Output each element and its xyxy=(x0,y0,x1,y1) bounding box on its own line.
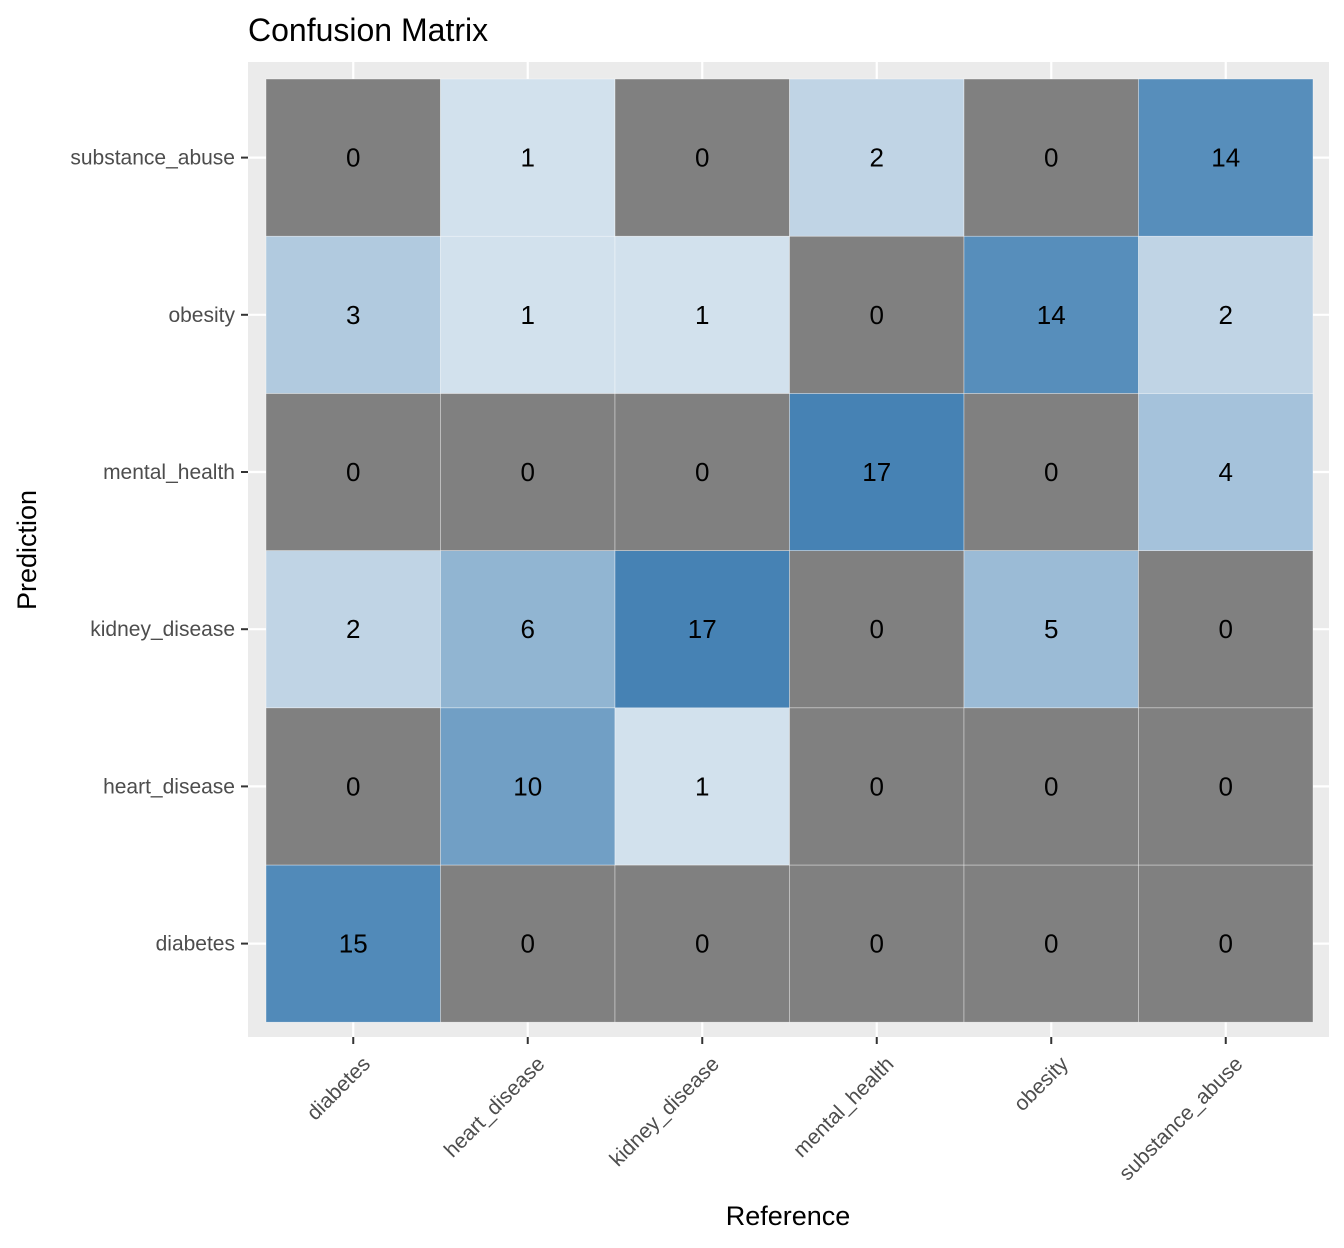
cell-value-label: 0 xyxy=(870,929,884,959)
cell-value-label: 14 xyxy=(1211,143,1240,173)
heatmap-cell xyxy=(265,864,441,1023)
cell-value-label: 0 xyxy=(346,771,360,801)
cell-value-label: 0 xyxy=(1044,771,1058,801)
cell-value-label: 0 xyxy=(521,929,535,959)
y-tick-label: diabetes xyxy=(156,933,235,956)
heatmap-cell xyxy=(789,707,965,866)
cell-value-label: 0 xyxy=(1219,614,1233,644)
cell-value-label: 3 xyxy=(346,300,360,330)
cell-value-label: 0 xyxy=(1044,457,1058,487)
heatmap-cell xyxy=(789,78,965,237)
cell-value-label: 0 xyxy=(695,929,709,959)
heatmap-cell xyxy=(1138,235,1314,394)
cell-value-label: 1 xyxy=(695,300,709,330)
x-tick-label: mental_health xyxy=(789,1052,899,1162)
heatmap-cell xyxy=(614,550,790,709)
cell-value-label: 0 xyxy=(1219,929,1233,959)
cell-value-label: 2 xyxy=(346,614,360,644)
cell-value-label: 0 xyxy=(695,143,709,173)
cell-value-label: 0 xyxy=(521,457,535,487)
cell-value-label: 4 xyxy=(1219,457,1233,487)
x-tick-label: diabetes xyxy=(303,1052,375,1124)
cell-value-label: 0 xyxy=(1044,143,1058,173)
heatmap-cell xyxy=(1138,393,1314,551)
heatmap-cell xyxy=(440,550,616,709)
heatmap-cell xyxy=(963,707,1139,866)
cell-value-label: 5 xyxy=(1044,614,1058,644)
cell-value-label: 10 xyxy=(513,771,542,801)
heatmap-cell xyxy=(789,235,965,394)
cell-value-label: 0 xyxy=(870,771,884,801)
heatmap-cell xyxy=(963,864,1139,1023)
cell-value-label: 15 xyxy=(339,929,368,959)
heatmap-cell xyxy=(440,707,616,866)
cell-value-label: 0 xyxy=(346,457,360,487)
heatmap-cell xyxy=(1138,78,1314,237)
heatmap-cells xyxy=(265,78,1314,1023)
cell-value-label: 0 xyxy=(695,457,709,487)
cell-value-label: 2 xyxy=(1219,300,1233,330)
y-tick-label: obesity xyxy=(168,304,235,327)
cell-value-label: 1 xyxy=(521,300,535,330)
cell-value-label: 0 xyxy=(346,143,360,173)
cell-value-label: 0 xyxy=(870,614,884,644)
chart-title: Confusion Matrix xyxy=(248,12,488,48)
x-tick-label: substance_abuse xyxy=(1115,1052,1248,1185)
y-axis-ticks: diabetes heart_disease kidney_disease menta… xyxy=(70,147,248,956)
cell-value-label: 0 xyxy=(870,300,884,330)
heatmap-cell xyxy=(265,235,441,394)
cell-value-label: 1 xyxy=(695,771,709,801)
cell-value-label: 2 xyxy=(870,143,884,173)
heatmap-cell xyxy=(789,864,965,1023)
heatmap-cell xyxy=(1138,864,1314,1023)
x-axis-ticks: diabetes heart_disease kidney_disease menta… xyxy=(303,1037,1248,1185)
heatmap-cell xyxy=(614,235,790,394)
x-tick-label: obesity xyxy=(1010,1052,1074,1116)
heatmap-cell xyxy=(440,78,616,237)
heatmap-cell xyxy=(789,393,965,551)
y-tick-label: substance_abuse xyxy=(70,147,235,170)
heatmap-cell xyxy=(614,864,790,1023)
heatmap-cell xyxy=(963,235,1139,394)
cell-value-label: 17 xyxy=(688,614,717,644)
heatmap-cell xyxy=(265,550,441,709)
cell-value-label: 1 xyxy=(521,143,535,173)
y-tick-label: heart_disease xyxy=(103,775,235,798)
heatmap-cell xyxy=(1138,550,1314,709)
x-axis-title: Reference xyxy=(726,1201,851,1231)
heatmap-cell xyxy=(963,550,1139,709)
heatmap-cell xyxy=(440,393,616,551)
heatmap-cell xyxy=(1138,707,1314,866)
x-tick-label: kidney_disease xyxy=(605,1052,724,1171)
cell-value-label: 6 xyxy=(521,614,535,644)
heatmap-cell xyxy=(440,235,616,394)
heatmap-cell xyxy=(614,393,790,551)
cell-value-label: 17 xyxy=(862,457,891,487)
x-tick-label: heart_disease xyxy=(440,1052,550,1162)
heatmap-cell xyxy=(265,393,441,551)
cell-value-label: 0 xyxy=(1044,929,1058,959)
heatmap-cell xyxy=(614,707,790,866)
y-tick-label: kidney_disease xyxy=(90,618,235,641)
heatmap-cell xyxy=(963,78,1139,237)
cell-value-labels: 15 0 0 0 0 00 10 1 0 0 02 6 17 0 5 00 0 0 17 0 43 1 1 0 14 20 1 0 2 0… xyxy=(339,143,1240,959)
y-tick-label: mental_health xyxy=(103,461,235,484)
heatmap-cell xyxy=(614,78,790,237)
heatmap-cell xyxy=(963,393,1139,551)
cell-value-label: 0 xyxy=(1219,771,1233,801)
y-axis-title: Prediction xyxy=(12,490,42,610)
cell-value-label: 14 xyxy=(1037,300,1066,330)
